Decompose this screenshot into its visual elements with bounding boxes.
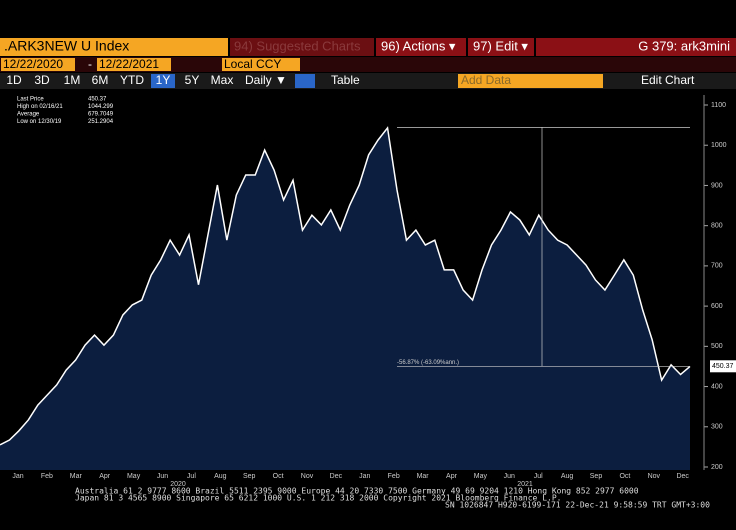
x-tick-label: Apr	[446, 473, 458, 480]
last-price-label: 450.37	[712, 363, 734, 370]
x-tick-label: Nov	[301, 473, 314, 480]
period[interactable]: 3D	[34, 73, 50, 87]
x-tick-label: Aug	[214, 473, 227, 480]
x-tick-label: Jun	[504, 473, 515, 480]
legend-value: 1044.299	[88, 104, 114, 110]
y-tick-label: 500	[711, 343, 723, 350]
x-tick-label: Dec	[330, 473, 343, 480]
x-tick-label: Oct	[273, 473, 284, 480]
start-date-box[interactable]	[1, 58, 75, 71]
y-tick-label: 700	[711, 263, 723, 270]
actions-button[interactable]	[376, 38, 466, 56]
y-tick-label: 800	[711, 223, 723, 230]
area	[0, 127, 690, 470]
end-date-box[interactable]	[97, 58, 171, 71]
x-tick-label: Nov	[648, 473, 661, 480]
x-tick-label: Jan	[12, 473, 23, 480]
x-tick-label: Feb	[388, 473, 400, 480]
period-active[interactable]	[151, 74, 175, 88]
add-data-box[interactable]	[458, 74, 603, 88]
period[interactable]: YTD	[120, 73, 144, 87]
year-label: 2020	[170, 481, 186, 488]
x-tick-label: May	[127, 473, 141, 480]
dash: -	[88, 57, 92, 71]
x-tick-label: Feb	[41, 473, 53, 480]
x-tick-label: Aug	[561, 473, 574, 480]
page-box	[536, 38, 736, 56]
y-tick-label: 200	[711, 464, 723, 471]
x-tick-label: Jan	[359, 473, 370, 480]
legend-label: Average	[17, 112, 40, 118]
suggested-button[interactable]	[230, 38, 374, 56]
period-row	[0, 73, 736, 89]
ticker-box[interactable]	[0, 38, 228, 56]
x-tick-label: Jul	[534, 473, 543, 480]
year-label: 2021	[517, 481, 533, 488]
actions[interactable]: 96) Actions ▾	[381, 38, 456, 53]
price-line	[0, 126, 691, 446]
ticker[interactable]: .ARK3NEW U Index	[4, 38, 129, 54]
y-tick-label: 900	[711, 182, 723, 189]
period[interactable]: 1D	[6, 73, 22, 87]
legend-value: 251.2904	[88, 119, 114, 125]
x-tick-label: Mar	[417, 473, 430, 480]
period[interactable]: 5Y	[185, 73, 200, 87]
legend-label: Low on 12/30/19	[17, 119, 62, 125]
x-tick-label: Mar	[70, 473, 83, 480]
legend-value: 450.37	[88, 97, 107, 103]
period[interactable]: 1Y	[156, 73, 171, 87]
last-price-box	[710, 360, 736, 373]
footer-line: Australia 61 2 9777 8600 Brazil 5511 239…	[75, 487, 639, 496]
y-tick-label: 600	[711, 303, 723, 310]
y-tick-label: 300	[711, 424, 723, 431]
frequency[interactable]: Daily ▼	[245, 73, 287, 87]
x-tick-label: Oct	[619, 473, 630, 480]
table[interactable]: Table	[331, 73, 360, 87]
period[interactable]: 6M	[92, 73, 109, 87]
legend-label: High on 02/16/21	[17, 104, 63, 110]
x-tick-label: May	[474, 473, 488, 480]
edit-button[interactable]	[468, 38, 534, 56]
end-date[interactable]: 12/22/2021	[99, 57, 159, 71]
y-tick-label: 1100	[711, 102, 726, 109]
y-tick-label: 1000	[711, 142, 727, 149]
x-tick-label: Dec	[676, 473, 689, 480]
y-tick-label: 400	[711, 383, 723, 390]
line-icon[interactable]	[295, 74, 315, 88]
footer-line: Japan 81 3 4565 8900 Singapore 65 6212 1…	[75, 494, 561, 503]
x-tick-label: Sep	[243, 473, 256, 480]
currency[interactable]: Local CCY	[224, 57, 281, 71]
page-id: G 379: ark3mini	[638, 38, 730, 53]
period[interactable]: Max	[211, 73, 234, 87]
suggested[interactable]: 94) Suggested Charts	[234, 38, 361, 53]
x-tick-label: Jun	[157, 473, 168, 480]
x-tick-label: Sep	[590, 473, 603, 480]
edit[interactable]: 97) Edit ▾	[473, 38, 528, 53]
period[interactable]: 1M	[64, 73, 81, 87]
start-date[interactable]: 12/22/2020	[3, 57, 63, 71]
edit-chart[interactable]: Edit Chart	[641, 73, 695, 87]
x-tick-label: Apr	[99, 473, 111, 480]
currency-box[interactable]	[222, 58, 300, 71]
legend-value: 679.7049	[88, 112, 114, 118]
footer-line: SN 1026847 H920-6199-171 22-Dec-21 9:58:…	[445, 501, 710, 510]
date-row	[0, 57, 736, 72]
annotation: -56.87% (-63.09%ann.)	[397, 360, 459, 366]
legend-label: Last Price	[17, 97, 44, 103]
legend-box	[6, 94, 102, 128]
x-tick-label: Jul	[187, 473, 196, 480]
add-data[interactable]: Add Data	[461, 73, 511, 87]
